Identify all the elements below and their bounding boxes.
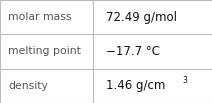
Text: 1.46 g/cm: 1.46 g/cm [106,79,165,92]
Text: 3: 3 [183,76,187,85]
Text: 72.49 g/mol: 72.49 g/mol [106,11,177,24]
Text: melting point: melting point [8,46,81,57]
Text: −17.7 °C: −17.7 °C [106,45,160,58]
Text: molar mass: molar mass [8,12,72,22]
Text: density: density [8,81,48,91]
